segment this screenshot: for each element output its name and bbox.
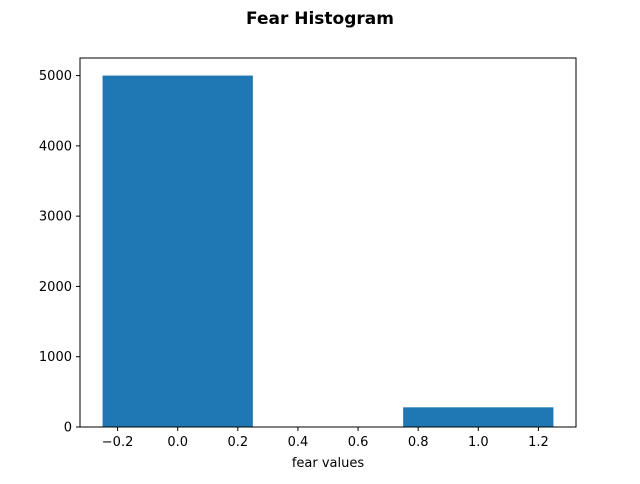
y-tick-label-2: 2000 bbox=[39, 280, 72, 295]
y-ticks-layer: 0 1000 2000 3000 4000 5000 bbox=[39, 69, 80, 436]
x-tick-label-0: −0.2 bbox=[102, 435, 134, 450]
y-tick-label-5: 5000 bbox=[39, 69, 72, 84]
bars-layer bbox=[102, 75, 554, 428]
plot-frame bbox=[79, 57, 577, 428]
y-tick-label-3: 3000 bbox=[39, 210, 72, 225]
y-tick-label-4: 4000 bbox=[39, 139, 72, 154]
histogram-bar-0 bbox=[102, 75, 253, 428]
x-axis-label: fear values bbox=[292, 456, 365, 471]
x-ticks-layer: −0.2 0.0 0.2 0.4 0.6 0.8 1.0 1.2 bbox=[102, 427, 549, 450]
histogram-bar-1 bbox=[403, 407, 554, 427]
chart-title: Fear Histogram bbox=[246, 9, 394, 29]
y-tick-label-1: 1000 bbox=[39, 350, 72, 365]
x-tick-label-3: 0.4 bbox=[288, 435, 309, 450]
y-tick-label-0: 0 bbox=[64, 421, 72, 436]
x-tick-label-1: 0.0 bbox=[167, 435, 188, 450]
x-tick-label-5: 0.8 bbox=[408, 435, 429, 450]
x-tick-label-2: 0.2 bbox=[227, 435, 248, 450]
x-tick-label-4: 0.6 bbox=[348, 435, 369, 450]
x-tick-label-6: 1.0 bbox=[468, 435, 489, 450]
x-tick-label-7: 1.2 bbox=[528, 435, 549, 450]
